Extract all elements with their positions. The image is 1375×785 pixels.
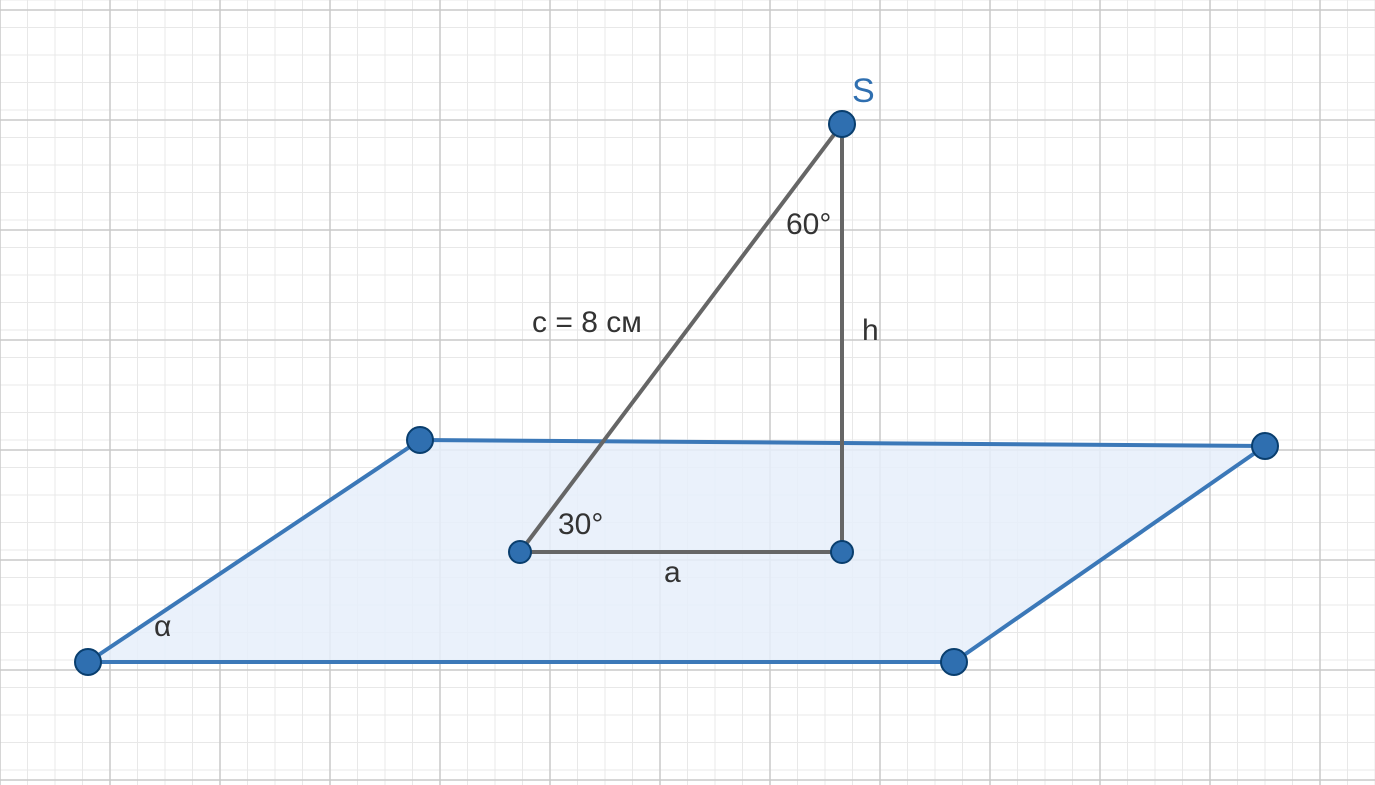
label-side-a: a <box>664 556 681 590</box>
point-a <box>509 541 531 563</box>
plane-vertex-1 <box>407 427 433 453</box>
geometry-diagram <box>0 0 1375 785</box>
plane-vertex-2 <box>1252 433 1278 459</box>
label-side-c: c = 8 см <box>532 306 642 340</box>
label-point-s: S <box>852 72 875 111</box>
label-angle-30: 30° <box>558 508 603 542</box>
label-height-h: h <box>862 314 879 348</box>
label-plane-alpha: α <box>154 610 171 644</box>
point-b <box>831 541 853 563</box>
plane-vertex-0 <box>75 649 101 675</box>
point-s <box>829 111 855 137</box>
label-angle-60: 60° <box>786 208 831 242</box>
grid <box>0 0 1375 785</box>
plane-vertex-3 <box>941 649 967 675</box>
